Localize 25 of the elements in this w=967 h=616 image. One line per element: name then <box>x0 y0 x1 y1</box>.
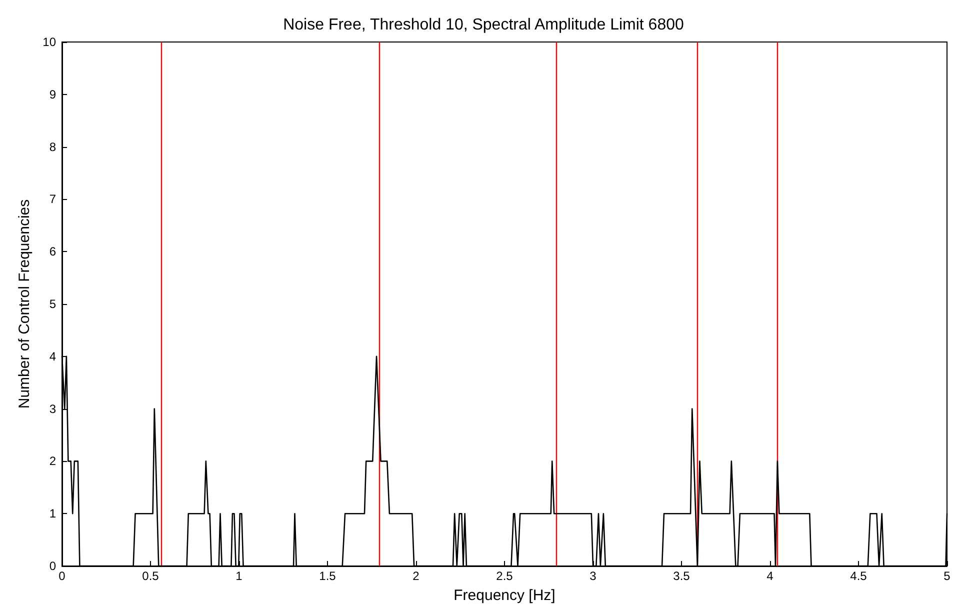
x-tick-label: 2 <box>412 569 420 583</box>
x-tick-label: 1 <box>236 569 243 583</box>
y-tick-label: 10 <box>42 35 56 49</box>
y-tick-label: 1 <box>49 506 56 521</box>
y-tick-label: 7 <box>49 192 56 206</box>
x-tick-label: 2.5 <box>496 569 514 583</box>
y-tick-label: 5 <box>49 297 56 311</box>
y-tick-label: 9 <box>49 87 56 102</box>
x-tick-label: 3.5 <box>673 569 690 583</box>
x-tick-label: 5 <box>944 569 951 583</box>
y-tick-label: 6 <box>49 244 56 259</box>
x-tick-label: 4.5 <box>850 569 868 583</box>
x-tick-label: 4 <box>766 569 774 583</box>
y-axis-title: Number of Control Frequencies <box>16 199 33 409</box>
x-tick-label: 1.5 <box>319 569 336 583</box>
y-tick-label: 3 <box>49 402 56 416</box>
x-tick-label: 3 <box>590 569 597 583</box>
x-tick-label: 0.5 <box>142 569 160 583</box>
y-tick-label: 4 <box>49 349 56 364</box>
x-tick-label: 0 <box>58 569 66 583</box>
y-tick-label: 8 <box>49 140 56 154</box>
x-axis-title: Frequency [Hz] <box>454 587 556 604</box>
y-tick-label: 0 <box>49 559 56 573</box>
y-tick-label: 2 <box>49 454 56 468</box>
chart-title: Noise Free, Threshold 10, Spectral Amplitude Limit 6800 <box>283 16 684 34</box>
